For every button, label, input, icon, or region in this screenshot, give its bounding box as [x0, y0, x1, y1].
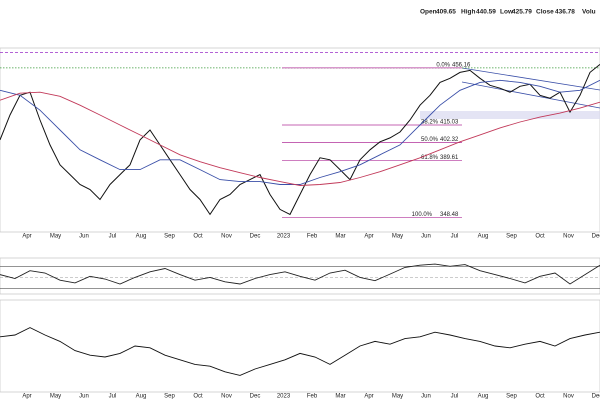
low-value: 425.79 — [512, 9, 532, 16]
fib-level: 38.2% — [421, 120, 439, 126]
high-label: High — [461, 9, 475, 16]
x-tick-label: Dec — [250, 234, 261, 240]
fib-value: 402.32 — [440, 137, 459, 143]
x-tick-label: Nov — [221, 394, 232, 400]
x-tick-label: Aug — [136, 234, 147, 240]
channel-line — [461, 67, 600, 91]
x-tick-label: Sep — [164, 234, 175, 240]
ohlc-header: Open 409.65 High 440.59 Low 425.79 Close… — [420, 9, 596, 16]
x-tick-label: Oct — [193, 234, 203, 240]
series-line — [0, 91, 600, 186]
series-line — [0, 79, 600, 185]
high-value: 440.59 — [476, 9, 496, 16]
x-tick-label: Apr — [364, 394, 373, 400]
x-tick-label: Nov — [221, 234, 232, 240]
x-tick-label: Aug — [478, 234, 489, 240]
x-tick-label: Feb — [307, 394, 318, 400]
x-tick-label: Apr — [22, 234, 31, 240]
x-tick-label: Dec — [592, 394, 600, 400]
x-tick-label: Sep — [164, 394, 175, 400]
fib-value: 456.16 — [452, 62, 471, 68]
x-tick-label: 2023 — [277, 394, 291, 400]
x-tick-label: Mar — [335, 234, 345, 240]
channel-line — [461, 81, 600, 109]
fib-level: 0.0% — [436, 62, 450, 68]
x-tick-label: May — [50, 234, 61, 240]
x-tick-label: Jun — [421, 394, 431, 400]
series-line — [0, 327, 600, 376]
fib-value: 348.48 — [440, 212, 459, 218]
low-label: Low — [500, 9, 514, 16]
x-tick-label: Apr — [364, 234, 373, 240]
fib-level: 50.0% — [421, 137, 439, 143]
fib-value: 389.61 — [440, 155, 459, 161]
x-tick-label: Dec — [250, 394, 261, 400]
x-tick-label: May — [50, 394, 61, 400]
fib-level: 61.8% — [421, 155, 439, 161]
x-tick-label: Feb — [307, 234, 318, 240]
open-label: Open — [420, 9, 437, 16]
x-tick-label: 2023 — [277, 234, 291, 240]
open-value: 409.65 — [436, 9, 456, 16]
x-tick-label: Oct — [193, 394, 203, 400]
indicator-panel — [0, 299, 600, 393]
x-tick-label: Aug — [136, 394, 147, 400]
volume-label: Volu — [582, 9, 596, 16]
x-tick-label: Jun — [421, 234, 431, 240]
x-tick-label: Oct — [535, 394, 545, 400]
x-tick-label: Apr — [22, 394, 31, 400]
x-tick-label: Jun — [79, 394, 89, 400]
x-tick-label: May — [392, 234, 403, 240]
rsi-panel — [0, 257, 600, 295]
x-tick-label: Aug — [478, 394, 489, 400]
x-tick-label: Sep — [506, 234, 517, 240]
x-tick-label: Sep — [506, 394, 517, 400]
fib-value: 415.03 — [440, 120, 459, 126]
close-value: 436.78 — [555, 9, 575, 16]
x-tick-label: Jul — [109, 234, 117, 240]
series-line — [0, 64, 600, 216]
x-tick-label: Dec — [592, 234, 600, 240]
x-tick-label: Jun — [79, 234, 89, 240]
fib-level: 100.0% — [412, 212, 433, 218]
x-tick-label: Jul — [451, 394, 459, 400]
support-band — [420, 111, 600, 119]
x-tick-label: Nov — [563, 234, 574, 240]
price-panel — [0, 47, 600, 233]
series-line — [0, 263, 600, 285]
x-tick-label: Oct — [535, 234, 545, 240]
x-tick-label: Nov — [563, 394, 574, 400]
x-tick-label: May — [392, 394, 403, 400]
x-tick-label: Jul — [451, 234, 459, 240]
x-tick-label: Mar — [335, 394, 345, 400]
close-label: Close — [536, 9, 554, 16]
x-tick-label: Jul — [109, 394, 117, 400]
